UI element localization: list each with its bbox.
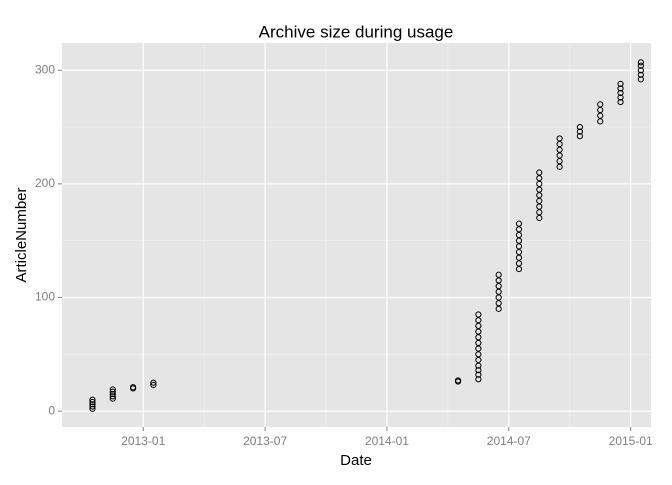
point <box>637 62 644 69</box>
point <box>89 401 96 408</box>
x-tick-label: 2014-01 <box>365 434 409 448</box>
point <box>150 381 157 389</box>
point <box>109 386 116 393</box>
x-tick-label: 2015-01 <box>609 434 653 448</box>
point <box>109 390 116 398</box>
point <box>576 133 584 140</box>
point <box>475 371 482 378</box>
point <box>637 59 644 66</box>
point <box>637 76 644 83</box>
y-tick-label: 0 <box>48 403 55 417</box>
x-tick-label: 2013-01 <box>121 434 165 448</box>
x-tick-label: 2013-07 <box>243 434 287 448</box>
plot-panel <box>62 43 651 427</box>
point <box>475 311 482 318</box>
point <box>576 128 584 135</box>
point <box>109 393 116 400</box>
point <box>89 398 96 406</box>
point <box>475 367 482 374</box>
y-tick-label: 100 <box>35 290 55 304</box>
y-tick-label: 200 <box>35 176 55 190</box>
y-tick-label: 300 <box>35 62 55 76</box>
point <box>129 384 137 391</box>
point <box>454 377 462 384</box>
point <box>576 123 584 131</box>
chart-title: Archive size during usage <box>259 22 454 41</box>
point <box>89 405 96 412</box>
x-axis-label: Date <box>340 452 372 469</box>
point <box>556 135 563 142</box>
point <box>617 89 624 97</box>
point <box>617 80 624 87</box>
point <box>89 396 96 403</box>
point <box>150 379 157 386</box>
point <box>536 169 543 176</box>
point <box>617 94 624 101</box>
y-axis-label: ArticleNumber <box>13 187 30 282</box>
point <box>495 271 502 278</box>
point <box>515 220 523 227</box>
point <box>617 85 624 92</box>
x-tick-label: 2014-07 <box>487 434 531 448</box>
point <box>475 376 482 383</box>
point <box>89 403 96 410</box>
point <box>109 395 116 402</box>
point <box>637 67 644 74</box>
point <box>597 101 604 108</box>
point <box>617 98 624 106</box>
point <box>637 71 644 78</box>
point <box>109 388 116 395</box>
